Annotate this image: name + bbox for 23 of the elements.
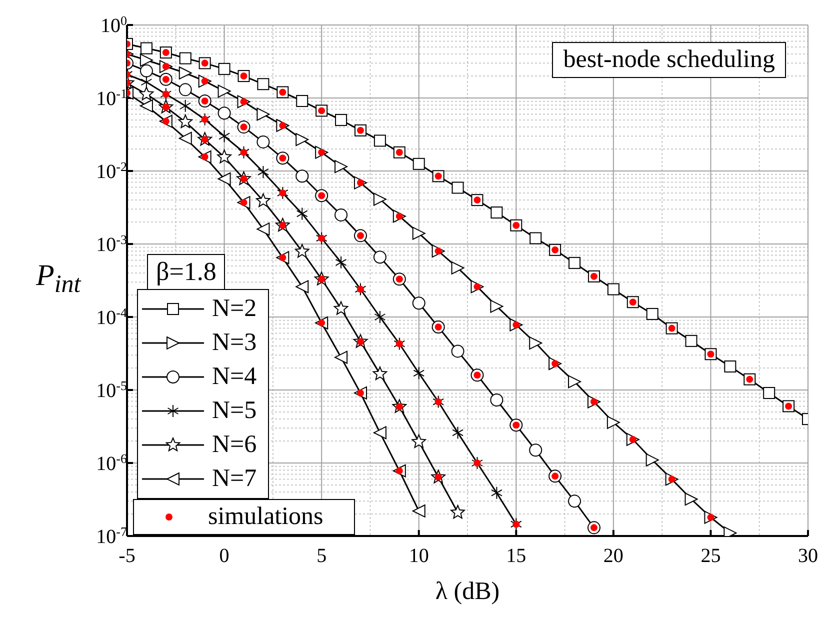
y-tick-label: 10$^{0}$	[100, 12, 127, 37]
legend-label: N=6	[212, 431, 257, 459]
x-tick-label: 25	[700, 545, 721, 567]
x-tick-label: 15	[506, 545, 526, 567]
x-axis-title: λ (dB)	[434, 578, 501, 606]
y-axis-title: P$_{int}$	[36, 258, 81, 298]
annotation: best-node scheduling	[552, 42, 786, 78]
legend-label: N=5	[212, 397, 257, 425]
x-tick-label: 20	[603, 545, 624, 567]
x-tick-label: 0	[219, 545, 230, 567]
x-tick-label: 30	[798, 545, 818, 567]
legend-label: N=7	[212, 465, 257, 493]
legend-label: simulations	[208, 503, 324, 531]
y-tick-label: 10$^{-4}$	[96, 304, 128, 329]
x-tick-label: 5	[316, 545, 327, 567]
legend-title: β=1.8	[147, 254, 226, 289]
x-tick-label: -5	[118, 545, 136, 567]
y-tick-label: 10$^{-1}$	[96, 86, 127, 110]
legend-label: N=4	[212, 363, 257, 391]
y-tick-label: 10$^{-2}$	[96, 158, 127, 183]
x-tick-label: 10	[408, 545, 429, 567]
legend-label: N=3	[212, 329, 257, 357]
legend-label: N=2	[212, 295, 257, 323]
